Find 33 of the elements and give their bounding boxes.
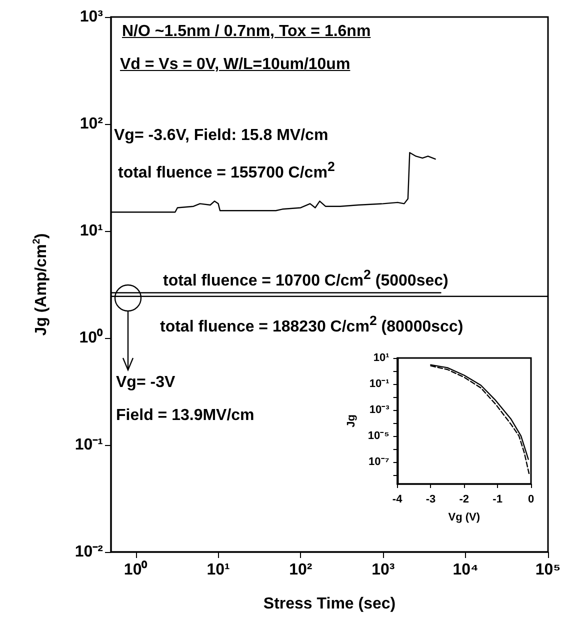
x-tick-label: 10² — [289, 562, 312, 578]
annotation: total fluence = 188230 C/cm$^{2}$ (80000scc) — [160, 312, 464, 338]
annotation: Vg= -3V — [116, 373, 176, 393]
x-axis-title: Stress Time (sec) — [263, 596, 396, 612]
y-tick-label: 10⁻¹ — [74, 436, 103, 454]
x-tick-label: 10¹ — [206, 562, 230, 578]
y-tick-label: 10² — [80, 116, 103, 132]
y-tick-label: 10¹ — [80, 222, 103, 240]
annotation: total fluence = 10700 C/cm$^{2}$ (5000sec) — [163, 266, 448, 292]
y-tick-label: 10⁻¹ — [369, 378, 390, 390]
x-tick-label: 10⁴ — [452, 562, 478, 578]
y-tick-label: 10¹ — [373, 352, 390, 364]
x-tick-label: 10⁰ — [124, 560, 148, 578]
y-tick-label: 10⁻⁵ — [368, 430, 390, 442]
y-axis-title: Jg — [346, 414, 358, 428]
annotation: N/O ~1.5nm / 0.7nm, Tox = 1.6nm — [122, 22, 371, 42]
annotation: Vd = Vs = 0V, W/L=10um/10um — [120, 55, 350, 75]
x-tick-label: -2 — [459, 494, 470, 506]
x-axis-title: Vg (V) — [448, 512, 480, 524]
x-tick-label: -1 — [492, 494, 502, 506]
y-tick-label: 10⁻² — [74, 544, 103, 560]
y-tick-label: 10³ — [80, 8, 103, 26]
annotation: Vg= -3.6V, Field: 15.8 MV/cm — [114, 126, 328, 146]
x-tick-label: -3 — [426, 494, 436, 506]
x-tick-label: 0 — [528, 494, 534, 506]
annotation: Field = 13.9MV/cm — [116, 406, 254, 426]
y-tick-label: 10⁻⁷ — [368, 456, 390, 468]
y-axis-title: Jg (Amp/cm2) — [32, 233, 50, 336]
x-tick-label: 10⁵ — [535, 562, 561, 578]
y-tick-label: 10⁰ — [79, 328, 103, 346]
annotation: total fluence = 155700 C/cm$^{2}$ — [118, 158, 335, 184]
x-tick-label: -4 — [392, 494, 404, 506]
y-tick-label: 10⁻³ — [369, 404, 390, 416]
